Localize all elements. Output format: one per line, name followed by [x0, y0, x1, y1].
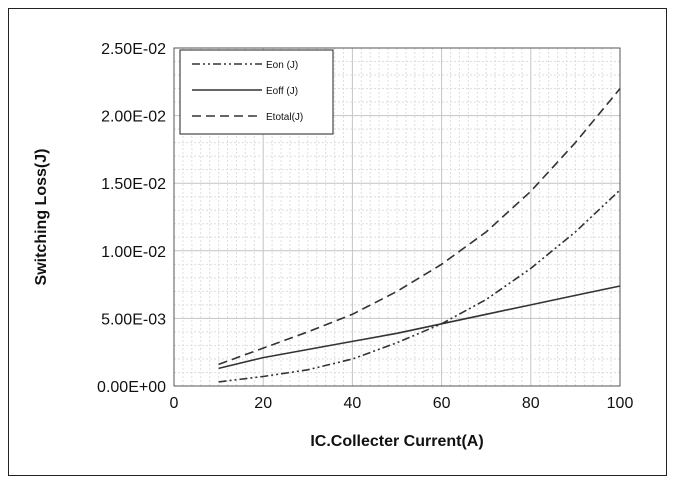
legend-label-etotal: Etotal(J)	[266, 112, 303, 123]
legend-box	[179, 49, 334, 135]
legend-item-eoff: Eoff (J)	[192, 86, 298, 97]
series-line-eoff	[218, 285, 621, 370]
series-line-etotal	[218, 88, 621, 366]
plot-area	[173, 47, 621, 387]
y-tick-label: 2.50E-02	[101, 41, 166, 58]
x-tick-label: 40	[344, 395, 362, 412]
legend-item-etotal: Etotal(J)	[192, 112, 303, 123]
legend-label-eon: Eon (J)	[266, 60, 298, 71]
y-axis-title: Switching Loss(J)	[33, 149, 50, 286]
x-tick-label: 80	[522, 395, 540, 412]
y-tick-label: 1.50E-02	[101, 176, 166, 193]
x-tick-label: 100	[607, 395, 634, 412]
legend-item-eon: Eon (J)	[192, 60, 298, 71]
x-axis-title: IC.Collecter Current(A)	[310, 433, 483, 450]
series-line-eon	[218, 189, 621, 383]
y-tick-label: 2.00E-02	[101, 109, 166, 126]
x-tick-label: 60	[433, 395, 451, 412]
tick-labels: 0 20 40 60 80 100 0.00E+00 5.00E-03 1.00E-02 1.50…	[97, 41, 633, 412]
y-tick-label: 1.00E-02	[101, 244, 166, 261]
series-lines	[218, 88, 621, 383]
legend-label-eoff: Eoff (J)	[266, 86, 298, 97]
legend: Eon (J) Eoff (J) Etotal(J)	[179, 49, 334, 135]
x-tick-label: 0	[170, 395, 179, 412]
x-tick-label: 20	[254, 395, 272, 412]
y-tick-label: 0.00E+00	[97, 379, 166, 396]
y-tick-label: 5.00E-03	[101, 311, 166, 328]
